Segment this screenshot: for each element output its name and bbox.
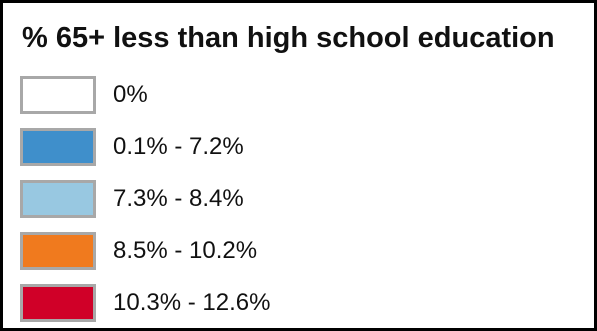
legend-label: 0.1% - 7.2%	[113, 133, 244, 160]
legend-swatch	[20, 284, 96, 322]
legend-item-4: 10.3% - 12.6%	[20, 277, 580, 329]
legend-label: 10.3% - 12.6%	[113, 289, 271, 316]
legend-label: 7.3% - 8.4%	[113, 185, 244, 212]
legend-item-1: 0.1% - 7.2%	[20, 121, 580, 173]
legend-item-2: 7.3% - 8.4%	[20, 173, 580, 225]
legend-swatch	[20, 76, 96, 114]
legend-swatch	[20, 232, 96, 270]
legend-swatch	[20, 128, 96, 166]
legend-item-0: 0%	[20, 69, 580, 121]
legend-item-3: 8.5% - 10.2%	[20, 225, 580, 277]
legend-title: % 65+ less than high school education	[22, 22, 555, 54]
legend-label: 8.5% - 10.2%	[113, 237, 258, 264]
legend-swatch	[20, 180, 96, 218]
legend-label: 0%	[113, 81, 148, 108]
legend-items: 0% 0.1% - 7.2% 7.3% - 8.4% 8.5% - 10.2% …	[20, 69, 580, 329]
